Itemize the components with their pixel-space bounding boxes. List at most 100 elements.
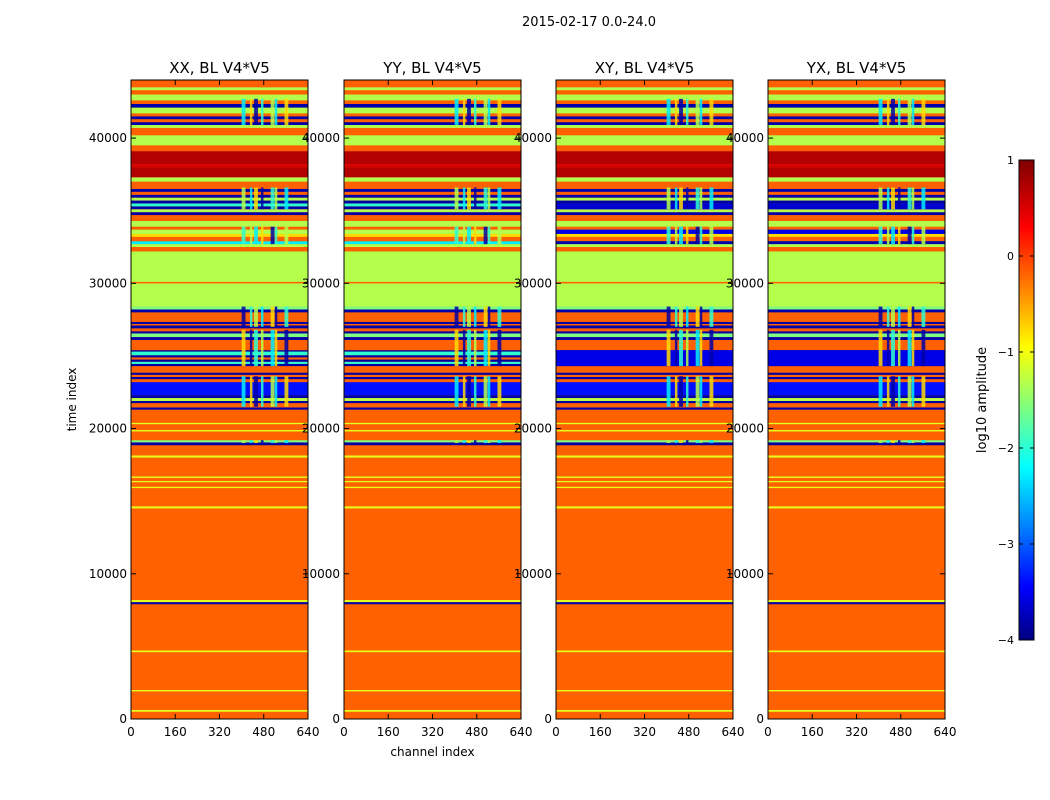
heatmap-rfi-stripe: [695, 187, 700, 210]
heatmap-band: [344, 359, 521, 362]
heatmap-band: [556, 151, 733, 165]
heatmap-band: [556, 306, 733, 310]
heatmap-band: [344, 215, 521, 221]
heatmap-band: [131, 372, 308, 375]
heatmap-band: [344, 145, 521, 152]
y-tick-label: 0: [119, 712, 127, 726]
heatmap-band: [556, 116, 733, 120]
heatmap-rfi-stripe: [497, 306, 502, 327]
heatmap-rfi-stripe: [260, 226, 264, 245]
heatmap-band: [131, 361, 308, 364]
heatmap-rfi-stripe: [911, 440, 915, 444]
heatmap-rfi-stripe: [497, 376, 502, 407]
figure-suptitle: 2015-02-17 0.0-24.0: [522, 15, 656, 30]
heatmap-band: [344, 236, 521, 242]
heatmap-band: [344, 244, 521, 248]
heatmap-band: [131, 331, 308, 334]
heatmap-band: [768, 281, 945, 284]
heatmap-band: [344, 113, 521, 117]
heatmap-band: [556, 318, 733, 322]
heatmap-band: [344, 107, 521, 114]
heatmap-rfi-stripe: [497, 226, 502, 245]
heatmap-rfi-stripe: [487, 376, 491, 407]
heatmap-rfi-stripe: [878, 376, 883, 407]
heatmap-band: [556, 409, 733, 423]
heatmap-band: [131, 167, 308, 178]
heatmap-band: [768, 312, 945, 319]
panel-title: YX, BL V4*V5: [806, 59, 907, 77]
heatmap-rfi-stripe: [911, 329, 915, 367]
heatmap-band: [556, 477, 733, 481]
heatmap-band: [768, 229, 945, 234]
heatmap-rfi-stripe: [886, 329, 890, 367]
heatmap-rfi-stripe: [921, 376, 926, 407]
heatmap-rfi-stripe: [891, 376, 895, 407]
heatmap-rfi-stripe: [487, 440, 491, 444]
heatmap-band: [344, 325, 521, 329]
heatmap-band: [556, 602, 733, 605]
heatmap-band: [768, 372, 945, 375]
heatmap-band: [131, 181, 308, 189]
heatmap-band: [768, 90, 945, 95]
heatmap-band: [556, 103, 733, 108]
heatmap-band: [344, 241, 521, 245]
heatmap-band: [344, 191, 521, 195]
heatmap-band: [768, 395, 945, 399]
heatmap-band: [131, 652, 308, 690]
heatmap-band: [344, 122, 521, 126]
heatmap-rfi-stripe: [497, 329, 502, 367]
heatmap-band: [556, 398, 733, 401]
heatmap-rfi-stripe: [907, 440, 912, 444]
heatmap-band: [556, 321, 733, 324]
heatmap-band: [556, 200, 733, 204]
heatmap-rfi-stripe: [685, 187, 689, 210]
heatmap-rfi-stripe: [454, 440, 459, 444]
heatmap-band: [344, 689, 521, 692]
panel-xx: XX, BL V4*V5 0 160 320 480 640 0 10000 20000 3000…: [65, 59, 319, 739]
heatmap-rfi-stripe: [897, 440, 901, 444]
heatmap-rfi-stripe: [685, 440, 689, 444]
heatmap-rfi-stripe: [695, 226, 700, 245]
heatmap-rfi-stripe: [709, 329, 714, 367]
heatmap-band: [768, 151, 945, 165]
heatmap-rfi-stripe: [249, 306, 253, 327]
heatmap-band: [131, 650, 308, 653]
heatmap-band: [344, 691, 521, 710]
heatmap-band: [556, 90, 733, 95]
heatmap-band: [131, 357, 308, 360]
heatmap-band: [556, 100, 733, 104]
heatmap-rfi-stripe: [284, 329, 289, 367]
heatmap-band: [344, 135, 521, 146]
heatmap-rfi-stripe: [483, 376, 488, 407]
heatmap-band: [768, 145, 945, 152]
heatmap-band: [344, 251, 521, 282]
heatmap-rfi-stripe: [921, 187, 926, 210]
heatmap-band: [768, 400, 945, 404]
heatmap-rfi-stripe: [886, 306, 890, 327]
heatmap-rfi-stripe: [467, 440, 471, 444]
heatmap-band: [768, 325, 945, 329]
heatmap-band: [131, 488, 308, 507]
heatmap-band: [131, 506, 308, 509]
heatmap-band: [131, 409, 308, 423]
heatmap-rfi-stripe: [487, 329, 491, 367]
heatmap-rfi-stripe: [685, 306, 689, 327]
heatmap-band: [556, 339, 733, 351]
heatmap-band: [131, 87, 308, 91]
heatmap-rfi-stripe: [249, 226, 253, 245]
heatmap-band: [768, 309, 945, 313]
heatmap-band: [131, 318, 308, 322]
heatmap-rfi-stripe: [473, 226, 477, 245]
heatmap-band: [131, 233, 308, 237]
heatmap-rfi-stripe: [254, 226, 258, 245]
heatmap-band: [556, 236, 733, 242]
heatmap-band: [344, 323, 521, 326]
heatmap-rfi-stripe: [473, 440, 477, 444]
heatmap-band: [131, 482, 308, 487]
heatmap-band: [131, 424, 308, 430]
heatmap-band: [344, 247, 521, 252]
heatmap-band: [768, 164, 945, 168]
heatmap-rfi-stripe: [897, 329, 901, 367]
heatmap-band: [768, 244, 945, 248]
heatmap-band: [768, 599, 945, 603]
